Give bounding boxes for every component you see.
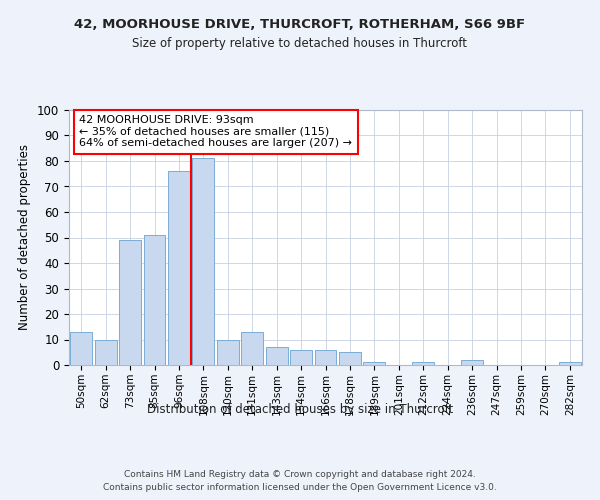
Bar bbox=[70, 332, 92, 365]
Text: 42, MOORHOUSE DRIVE, THURCROFT, ROTHERHAM, S66 9BF: 42, MOORHOUSE DRIVE, THURCROFT, ROTHERHA… bbox=[74, 18, 526, 30]
Bar bbox=[241, 332, 263, 365]
Bar bbox=[143, 235, 166, 365]
Text: Contains public sector information licensed under the Open Government Licence v3: Contains public sector information licen… bbox=[103, 482, 497, 492]
Y-axis label: Number of detached properties: Number of detached properties bbox=[19, 144, 31, 330]
Bar bbox=[168, 171, 190, 365]
Bar bbox=[559, 362, 581, 365]
Bar bbox=[290, 350, 312, 365]
Bar bbox=[412, 362, 434, 365]
Text: 42 MOORHOUSE DRIVE: 93sqm
← 35% of detached houses are smaller (115)
64% of semi: 42 MOORHOUSE DRIVE: 93sqm ← 35% of detac… bbox=[79, 115, 352, 148]
Text: Size of property relative to detached houses in Thurcroft: Size of property relative to detached ho… bbox=[133, 38, 467, 51]
Bar bbox=[266, 347, 287, 365]
Text: Contains HM Land Registry data © Crown copyright and database right 2024.: Contains HM Land Registry data © Crown c… bbox=[124, 470, 476, 479]
Bar bbox=[461, 360, 483, 365]
Bar bbox=[339, 352, 361, 365]
Bar bbox=[217, 340, 239, 365]
Bar bbox=[193, 158, 214, 365]
Bar bbox=[95, 340, 116, 365]
Bar bbox=[119, 240, 141, 365]
Text: Distribution of detached houses by size in Thurcroft: Distribution of detached houses by size … bbox=[147, 402, 453, 415]
Bar bbox=[364, 362, 385, 365]
Bar bbox=[314, 350, 337, 365]
